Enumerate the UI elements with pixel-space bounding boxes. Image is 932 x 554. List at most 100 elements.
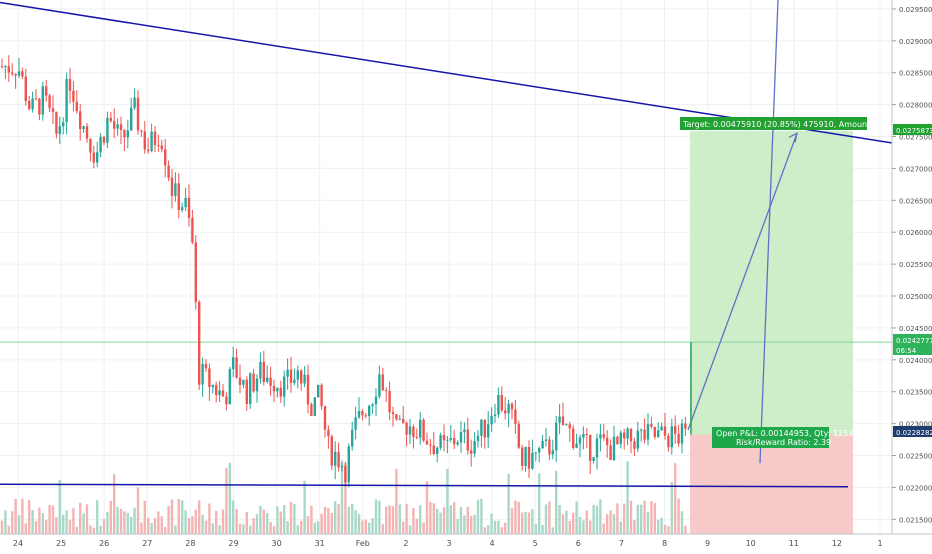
candle-body[interactable] xyxy=(38,98,41,115)
candle-body[interactable] xyxy=(11,72,14,74)
candle-body[interactable] xyxy=(96,152,99,163)
candle-body[interactable] xyxy=(51,108,55,112)
support-line[interactable] xyxy=(0,483,849,488)
candle-body[interactable] xyxy=(517,423,520,448)
candle-body[interactable] xyxy=(150,131,153,151)
candle-body[interactable] xyxy=(153,131,157,146)
candle-body[interactable] xyxy=(317,384,320,398)
candle-body[interactable] xyxy=(181,207,184,211)
candle-body[interactable] xyxy=(449,438,452,440)
candle-body[interactable] xyxy=(565,424,568,426)
candle-body[interactable] xyxy=(412,426,415,438)
candle-body[interactable] xyxy=(589,434,592,461)
candle-body[interactable] xyxy=(636,430,639,449)
candle-body[interactable] xyxy=(568,424,571,429)
candle-body[interactable] xyxy=(235,357,238,378)
candle-body[interactable] xyxy=(170,177,174,196)
candle-body[interactable] xyxy=(313,397,316,416)
candle-body[interactable] xyxy=(521,447,524,466)
candle-body[interactable] xyxy=(347,446,350,483)
candle-body[interactable] xyxy=(130,107,133,131)
candle-body[interactable] xyxy=(544,439,548,441)
candle-body[interactable] xyxy=(490,416,493,425)
candle-body[interactable] xyxy=(534,452,537,454)
candle-body[interactable] xyxy=(225,396,228,405)
candle-body[interactable] xyxy=(378,374,381,397)
candle-body[interactable] xyxy=(667,435,670,448)
candle-body[interactable] xyxy=(221,390,225,397)
candle-body[interactable] xyxy=(463,429,466,433)
candle-body[interactable] xyxy=(58,126,61,134)
candle-body[interactable] xyxy=(585,433,588,435)
candle-body[interactable] xyxy=(164,149,167,166)
candle-body[interactable] xyxy=(300,370,303,384)
candle-body[interactable] xyxy=(327,429,330,437)
candle-body[interactable] xyxy=(684,423,687,429)
candle-body[interactable] xyxy=(408,426,412,435)
candle-body[interactable] xyxy=(286,369,289,377)
candle-body[interactable] xyxy=(592,457,595,461)
candle-body[interactable] xyxy=(599,434,602,439)
candle-body[interactable] xyxy=(670,426,673,448)
candle-body[interactable] xyxy=(538,448,541,453)
candle-body[interactable] xyxy=(572,428,575,448)
candle-body[interactable] xyxy=(470,450,473,454)
candle-body[interactable] xyxy=(238,377,242,385)
candle-body[interactable] xyxy=(82,126,85,130)
candle-body[interactable] xyxy=(126,130,129,138)
candle-body[interactable] xyxy=(7,66,10,73)
candle-body[interactable] xyxy=(429,444,432,446)
candle-body[interactable] xyxy=(245,379,248,404)
candle-body[interactable] xyxy=(527,446,531,469)
candle-body[interactable] xyxy=(415,437,418,439)
candle-body[interactable] xyxy=(660,426,663,431)
candle-body[interactable] xyxy=(204,363,208,369)
candle-body[interactable] xyxy=(453,438,456,445)
candle-body[interactable] xyxy=(99,136,102,153)
candle-body[interactable] xyxy=(395,414,398,420)
candle-body[interactable] xyxy=(266,377,269,382)
candle-body[interactable] xyxy=(75,101,78,112)
candle-body[interactable] xyxy=(303,374,306,384)
candle-body[interactable] xyxy=(337,451,340,468)
candle-body[interactable] xyxy=(255,378,259,392)
candle-body[interactable] xyxy=(167,165,170,178)
candle-body[interactable] xyxy=(657,430,660,437)
candle-body[interactable] xyxy=(272,386,276,392)
candle-body[interactable] xyxy=(262,361,265,382)
candle-body[interactable] xyxy=(320,384,323,407)
candle-body[interactable] xyxy=(24,76,27,101)
candle-body[interactable] xyxy=(109,117,112,122)
candle-body[interactable] xyxy=(65,78,68,123)
candle-body[interactable] xyxy=(344,466,347,483)
candle-body[interactable] xyxy=(419,419,422,438)
candle-body[interactable] xyxy=(504,410,507,414)
candle-body[interactable] xyxy=(633,441,636,449)
candle-body[interactable] xyxy=(55,111,58,134)
candle-body[interactable] xyxy=(361,411,364,416)
candle-body[interactable] xyxy=(466,429,469,451)
candle-body[interactable] xyxy=(296,370,299,380)
candle-body[interactable] xyxy=(140,130,143,132)
candle-body[interactable] xyxy=(133,97,136,108)
candle-body[interactable] xyxy=(442,435,446,441)
candle-body[interactable] xyxy=(606,437,609,446)
candle-body[interactable] xyxy=(663,426,667,436)
candle-body[interactable] xyxy=(330,436,333,466)
candle-body[interactable] xyxy=(218,390,221,396)
candle-body[interactable] xyxy=(334,451,337,466)
candle-body[interactable] xyxy=(650,423,653,427)
candle-body[interactable] xyxy=(79,111,82,130)
candle-body[interactable] xyxy=(92,152,95,163)
candle-body[interactable] xyxy=(177,183,180,211)
candle-body[interactable] xyxy=(208,368,211,388)
candle-body[interactable] xyxy=(391,412,395,415)
candle-body[interactable] xyxy=(85,126,89,139)
candle-body[interactable] xyxy=(476,435,480,442)
candle-body[interactable] xyxy=(306,374,310,405)
candle-body[interactable] xyxy=(228,369,231,405)
candle-body[interactable] xyxy=(194,242,197,303)
candle-body[interactable] xyxy=(480,419,483,436)
candle-body[interactable] xyxy=(653,426,656,437)
candle-body[interactable] xyxy=(551,450,554,455)
